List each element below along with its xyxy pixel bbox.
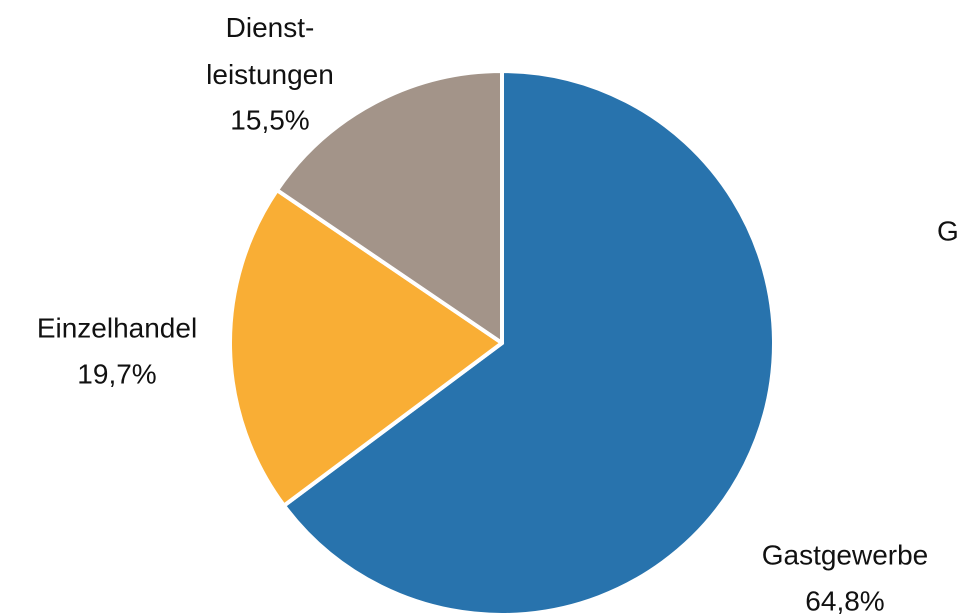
category-label: Gastgewerbe — [762, 539, 929, 570]
value-label: 19,7% — [77, 358, 156, 389]
value-label: 15,5% — [230, 104, 309, 135]
pie-slice — [228, 188, 504, 508]
pie-slice — [275, 69, 504, 345]
value-label: 64,8% — [805, 585, 884, 615]
category-label: Dienst-leistungen — [206, 12, 334, 90]
category-label: Einzelhandel — [37, 312, 197, 343]
pie-slice — [281, 69, 776, 615]
annotation: G — [937, 215, 957, 246]
